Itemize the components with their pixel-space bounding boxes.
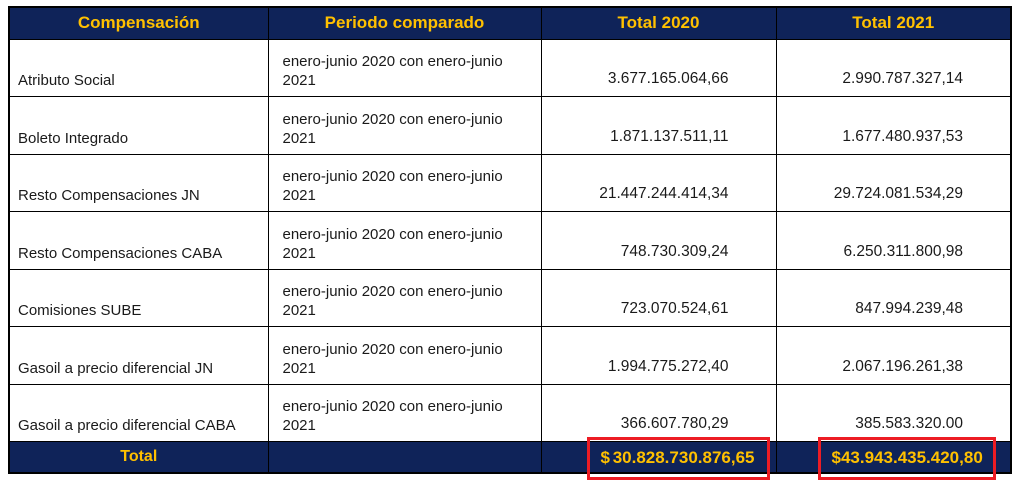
row-label: Resto Compensaciones JN [8,153,269,212]
table-row-resto-compensaciones-caba: Resto Compensaciones CABA enero-junio 20… [8,211,1012,270]
total-2020-highlight-box: $ 30.828.730.876,65 [586,437,770,480]
currency-symbol: $ [831,448,841,468]
table-row-resto-compensaciones-jn: Resto Compensaciones JN enero-junio 2020… [8,153,1012,212]
table-row-comisiones-sube: Comisiones SUBE enero-junio 2020 con ene… [8,268,1012,327]
table-row-atributo-social: Atributo Social enero-junio 2020 con ene… [8,38,1012,97]
row-label: Resto Compensaciones CABA [8,211,269,270]
row-total-2021: 847.994.239,48 [775,268,1012,327]
row-total-2021: 1.677.480.937,53 [775,96,1012,155]
total-2020-cell: $ 30.828.730.876,65 [540,437,777,480]
row-total-2020: 1.871.137.511,11 [540,96,777,155]
row-period: enero-junio 2020 con enero-junio 2021 [267,268,542,327]
table-row-gasoil-jn: Gasoil a precio diferencial JN enero-jun… [8,326,1012,385]
row-period: enero-junio 2020 con enero-junio 2021 [267,326,542,385]
header-compensation: Compensación [8,6,269,40]
total-label: Total [8,441,269,473]
row-period: enero-junio 2020 con enero-junio 2021 [267,38,542,97]
row-period: enero-junio 2020 con enero-junio 2021 [267,153,542,212]
row-total-2020: 21.447.244.414,34 [540,153,777,212]
row-label: Comisiones SUBE [8,268,269,327]
compensation-table: Compensación Periodo comparado Total 202… [8,6,1012,480]
row-period: enero-junio 2020 con enero-junio 2021 [267,211,542,270]
row-label: Gasoil a precio diferencial CABA [8,383,269,442]
row-total-2020: 1.994.775.272,40 [540,326,777,385]
total-row: Total $ 30.828.730.876,65 $ 43.943.435.4… [8,437,1012,480]
row-total-2021: 29.724.081.534,29 [775,153,1012,212]
row-total-2020: 366.607.780,29 [540,383,777,442]
total-2021-cell: $ 43.943.435.420,80 [775,437,1012,480]
row-label: Boleto Integrado [8,96,269,155]
table-row-gasoil-caba: Gasoil a precio diferencial CABA enero-j… [8,383,1012,442]
total-2021-highlight-box: $ 43.943.435.420,80 [817,437,996,480]
row-total-2021: 6.250.311.800,98 [775,211,1012,270]
header-period: Periodo comparado [267,6,542,40]
header-row: Compensación Periodo comparado Total 202… [8,6,1012,40]
currency-symbol: $ [600,448,610,468]
row-total-2021: 2.990.787.327,14 [775,38,1012,97]
table-row-boleto-integrado: Boleto Integrado enero-junio 2020 con en… [8,96,1012,155]
row-total-2020: 748.730.309,24 [540,211,777,270]
total-2020-amount: 30.828.730.876,65 [612,448,755,468]
row-total-2021: 2.067.196.261,38 [775,326,1012,385]
total-2021-amount: 43.943.435.420,80 [840,448,983,468]
row-label: Atributo Social [8,38,269,97]
row-period: enero-junio 2020 con enero-junio 2021 [267,96,542,155]
row-total-2020: 723.070.524,61 [540,268,777,327]
row-total-2020: 3.677.165.064,66 [540,38,777,97]
row-label: Gasoil a precio diferencial JN [8,326,269,385]
header-total-2020: Total 2020 [540,6,777,40]
header-total-2021: Total 2021 [775,6,1012,40]
total-period-empty-cell [267,441,542,473]
row-period: enero-junio 2020 con enero-junio 2021 [267,383,542,442]
row-total-2021: 385.583.320.00 [775,383,1012,442]
